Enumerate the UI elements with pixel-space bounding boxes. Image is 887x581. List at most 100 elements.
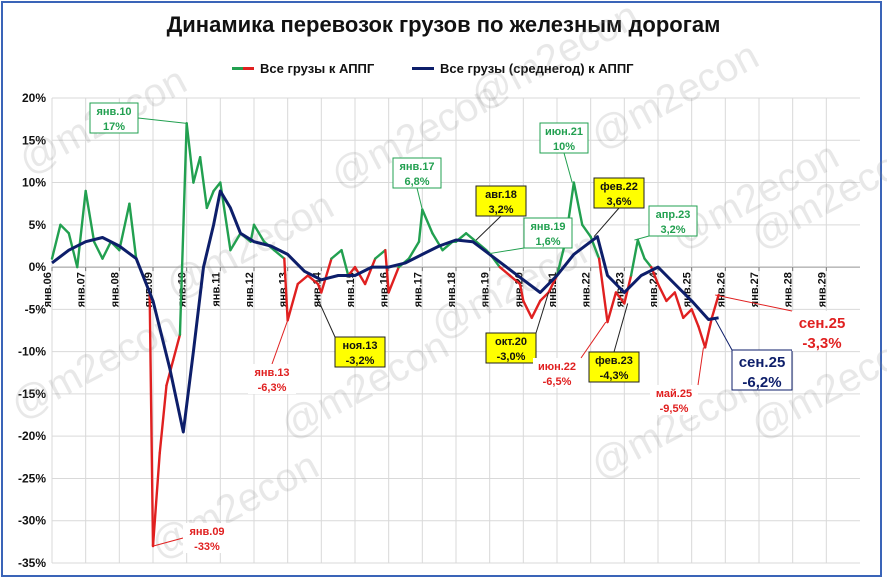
series-monthly-segment [76,189,87,269]
annotation-callout: июн.21 10% [539,122,589,183]
annotation-label: -33% [194,541,220,553]
annotation-label: июн.21 [545,126,583,138]
annotation-label: -4,3% [600,370,629,382]
y-tick-label: 10% [22,176,46,190]
x-tick-label: янв.28 [783,272,795,307]
series-monthly-segment [178,122,188,336]
annotation-label: 10% [553,141,575,153]
series-monthly-segment [522,299,533,320]
annotation-box [475,185,527,217]
annotation-label: -3,2% [346,355,375,367]
annotation-leader [475,215,502,241]
y-tick-label: 15% [22,133,46,147]
annotation-callout: янв.19 1,6% [489,217,573,255]
annotation-leader [613,303,629,353]
annotation-label: фев.23 [595,355,633,367]
series-monthly-segment [158,384,168,455]
series-monthly-segment [151,451,161,548]
annotation-label: -6,3% [258,382,287,394]
series-monthly-segment [597,257,609,324]
annotation-box [89,102,139,134]
series-monthly-segment [710,293,720,320]
annotation-callout: авг.18 3,2% [475,185,527,241]
series-monthly-segment [198,155,209,210]
series-monthly-segment [353,265,367,286]
annotation-label: 6,8% [404,176,429,188]
annotation-callout: апр.23 3,2% [634,205,698,241]
annotation-callout: янв.10 17% [89,102,187,134]
x-tick-label: янв.17 [412,272,424,307]
annotation-leader [416,187,423,210]
y-tick-label: -20% [18,429,46,443]
annotation-leader [535,292,550,334]
series-average-line [51,189,719,434]
y-tick-label: -5% [25,302,47,316]
series-monthly-segment [431,232,444,252]
x-tick-label: янв.07 [76,272,88,307]
series-monthly-segment [118,202,131,252]
x-tick-label: янв.27 [749,272,761,307]
annotation-leader [580,321,607,359]
series-monthly-segment [148,291,155,548]
series-monthly-segment [101,240,113,260]
annotation-label: фев.22 [600,181,638,193]
series-monthly-segment [508,274,522,286]
series-monthly-segment [286,282,299,322]
series-monthly-segment [682,308,693,320]
legend-swatch-average [412,67,434,70]
annotation-leader [563,152,573,183]
series-monthly-segment [656,282,668,303]
annotation-label: 3,2% [660,224,685,236]
annotation-label: 1,6% [535,236,560,248]
y-tick-label: -35% [18,556,46,570]
annotation-callout: янв.13 -6,3% [248,320,296,394]
y-tick-label: -15% [18,387,46,401]
legend-label-average: Все грузы (среднегод) к АППГ [440,61,634,76]
series-monthly-segment [330,248,343,260]
x-tick-label: янв.11 [210,272,222,307]
annotation-box [485,332,537,364]
series-monthly-segment [92,240,104,260]
series-monthly-segment [205,189,215,210]
x-tick-label: янв.06 [42,272,54,307]
annotation-label: -3,3% [802,335,841,352]
series-monthly-segment [212,181,222,193]
annotation-label: -3,0% [497,351,526,363]
annotation-callout: фев.23 -4,3% [588,303,640,383]
x-tick-label: янв.18 [446,272,458,307]
annotation-label: -9,5% [660,403,689,415]
annotation-box [593,177,645,209]
series-monthly-segment [518,282,525,303]
x-tick-label: янв.13 [278,272,290,307]
annotation-leader [593,207,620,237]
annotation-callout: июн.22 -6,5% [533,321,607,388]
legend-item-average: Все грузы (среднегод) к АППГ [412,61,634,76]
series-monthly-segment [407,240,421,260]
y-axis: 20% 15% 10% 5% 0% -5% -10% -15% -20% -25% -30% -35% [18,91,46,570]
series-monthly-segment [50,223,62,260]
series-monthly-segment [703,316,714,349]
annotation-leader [489,247,525,255]
annotation-label: янв.13 [254,367,289,379]
annotations-layer: янв.10 17% янв.09 -33% янв.13 -6,3% ноя.13 -3,2… [89,102,852,553]
y-tick-label: 0% [29,260,47,274]
annotation-box [533,358,581,388]
series-monthly-segment [697,325,707,349]
series-monthly-segment [84,189,96,243]
x-tick-label: янв.29 [816,272,828,307]
watermark-text: @m2econ [584,33,766,158]
x-axis: янв.06янв.07янв.08янв.09янв.10янв.11янв.… [42,267,828,307]
series-monthly-segment [320,257,333,294]
series-monthly-segment [363,257,377,286]
series-monthly-segment [252,223,266,243]
annotation-box [588,351,640,383]
annotation-box [392,157,442,189]
annotation-label: июн.22 [538,361,576,373]
annotation-leader [152,537,184,547]
annotation-box [650,385,698,415]
legend-item-monthly: Все грузы к АППГ [232,61,374,76]
annotation-box [183,523,231,553]
annotation-box [792,311,852,351]
series-monthly-segment [665,291,677,303]
